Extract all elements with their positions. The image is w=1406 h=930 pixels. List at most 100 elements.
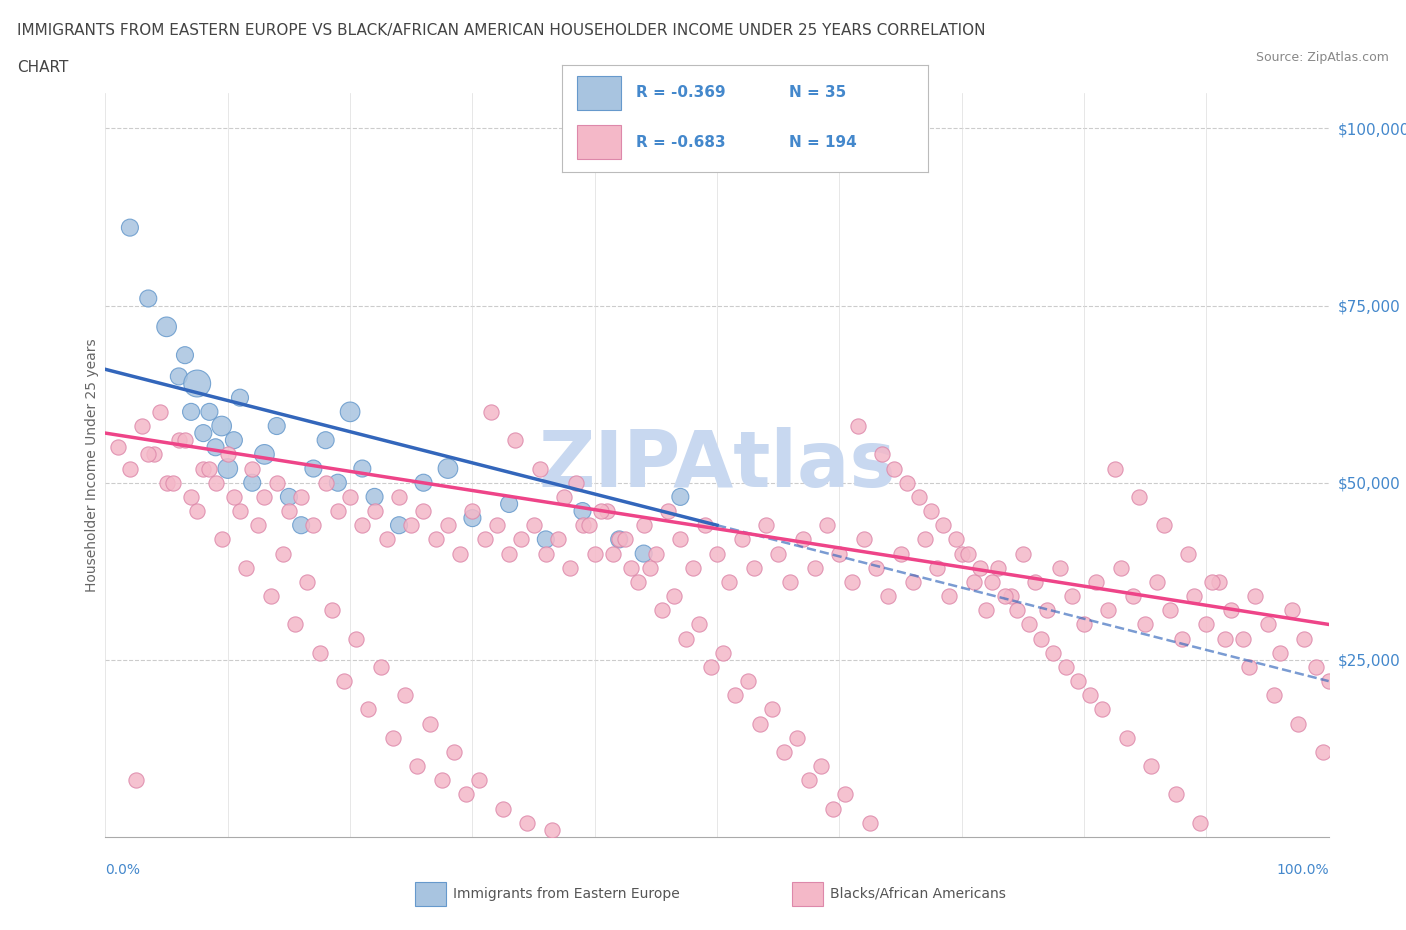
Text: N = 35: N = 35 bbox=[789, 86, 846, 100]
Point bbox=[425, 532, 447, 547]
Point bbox=[485, 518, 508, 533]
Point bbox=[938, 589, 960, 604]
Point bbox=[706, 546, 728, 561]
Point bbox=[370, 659, 392, 674]
Point bbox=[523, 518, 546, 533]
Point bbox=[1164, 787, 1187, 802]
Point bbox=[479, 405, 502, 419]
Point bbox=[193, 426, 215, 441]
Point bbox=[865, 560, 887, 575]
Point bbox=[1237, 659, 1260, 674]
Point bbox=[394, 688, 416, 703]
Point bbox=[315, 432, 337, 447]
Point bbox=[118, 461, 141, 476]
Point bbox=[1201, 575, 1223, 590]
Y-axis label: Householder Income Under 25 years: Householder Income Under 25 years bbox=[84, 339, 98, 591]
Point bbox=[651, 603, 673, 618]
Point bbox=[693, 518, 716, 533]
Point bbox=[156, 475, 179, 490]
Point bbox=[1182, 589, 1205, 604]
Point bbox=[271, 546, 294, 561]
Point bbox=[229, 504, 252, 519]
Point bbox=[742, 560, 765, 575]
Text: Source: ZipAtlas.com: Source: ZipAtlas.com bbox=[1256, 51, 1389, 64]
Point bbox=[1122, 589, 1144, 604]
Point bbox=[908, 489, 931, 504]
Point bbox=[461, 511, 484, 525]
Point bbox=[1213, 631, 1236, 646]
Point bbox=[768, 546, 790, 561]
Point bbox=[449, 546, 471, 561]
Point bbox=[1097, 603, 1119, 618]
Point bbox=[786, 730, 808, 745]
Point bbox=[1018, 617, 1040, 631]
Point bbox=[828, 546, 851, 561]
Point bbox=[388, 489, 411, 504]
Point bbox=[456, 787, 478, 802]
Point bbox=[927, 560, 949, 575]
Point bbox=[266, 475, 288, 490]
Point bbox=[578, 518, 600, 533]
Text: IMMIGRANTS FROM EASTERN EUROPE VS BLACK/AFRICAN AMERICAN HOUSEHOLDER INCOME UNDE: IMMIGRANTS FROM EASTERN EUROPE VS BLACK/… bbox=[17, 23, 986, 38]
Point bbox=[1317, 673, 1340, 688]
Point bbox=[620, 560, 643, 575]
Point bbox=[1104, 461, 1126, 476]
Point bbox=[1268, 645, 1291, 660]
Point bbox=[664, 589, 686, 604]
Point bbox=[107, 440, 129, 455]
Point bbox=[1031, 631, 1053, 646]
Point bbox=[920, 504, 942, 519]
Point bbox=[1195, 617, 1218, 631]
Point bbox=[675, 631, 697, 646]
Point bbox=[381, 730, 404, 745]
Text: CHART: CHART bbox=[17, 60, 69, 75]
Point bbox=[987, 560, 1010, 575]
Point bbox=[1153, 518, 1175, 533]
Point bbox=[1073, 617, 1095, 631]
Point bbox=[602, 546, 624, 561]
Point bbox=[1036, 603, 1059, 618]
Text: Immigrants from Eastern Europe: Immigrants from Eastern Europe bbox=[453, 886, 679, 901]
Point bbox=[1005, 603, 1028, 618]
Point bbox=[1042, 645, 1064, 660]
Text: Blacks/African Americans: Blacks/African Americans bbox=[830, 886, 1005, 901]
Point bbox=[510, 532, 533, 547]
Point bbox=[352, 461, 374, 476]
Point bbox=[596, 504, 619, 519]
Point bbox=[682, 560, 704, 575]
Point bbox=[1294, 631, 1316, 646]
Point bbox=[240, 475, 263, 490]
Point bbox=[633, 546, 655, 561]
Point bbox=[430, 773, 453, 788]
Point bbox=[804, 560, 827, 575]
Point bbox=[901, 575, 924, 590]
Bar bbox=[576, 125, 621, 159]
Point bbox=[217, 447, 239, 462]
Point bbox=[498, 546, 520, 561]
Point bbox=[534, 532, 557, 547]
Point bbox=[633, 518, 655, 533]
Point bbox=[162, 475, 184, 490]
Point bbox=[730, 532, 752, 547]
Point bbox=[883, 461, 905, 476]
Point bbox=[326, 504, 349, 519]
Point bbox=[583, 546, 606, 561]
Point bbox=[149, 405, 172, 419]
Point bbox=[797, 773, 820, 788]
Point bbox=[1177, 546, 1199, 561]
Bar bbox=[576, 76, 621, 110]
Point bbox=[1171, 631, 1194, 646]
Point bbox=[870, 447, 893, 462]
Point bbox=[761, 702, 783, 717]
Point bbox=[278, 489, 301, 504]
Point bbox=[748, 716, 770, 731]
Point bbox=[565, 475, 588, 490]
Point bbox=[852, 532, 875, 547]
Point bbox=[1312, 745, 1334, 760]
Point bbox=[204, 475, 226, 490]
Point bbox=[321, 603, 343, 618]
Point bbox=[297, 575, 319, 590]
Point bbox=[136, 291, 159, 306]
Text: N = 194: N = 194 bbox=[789, 135, 856, 150]
Point bbox=[1159, 603, 1181, 618]
